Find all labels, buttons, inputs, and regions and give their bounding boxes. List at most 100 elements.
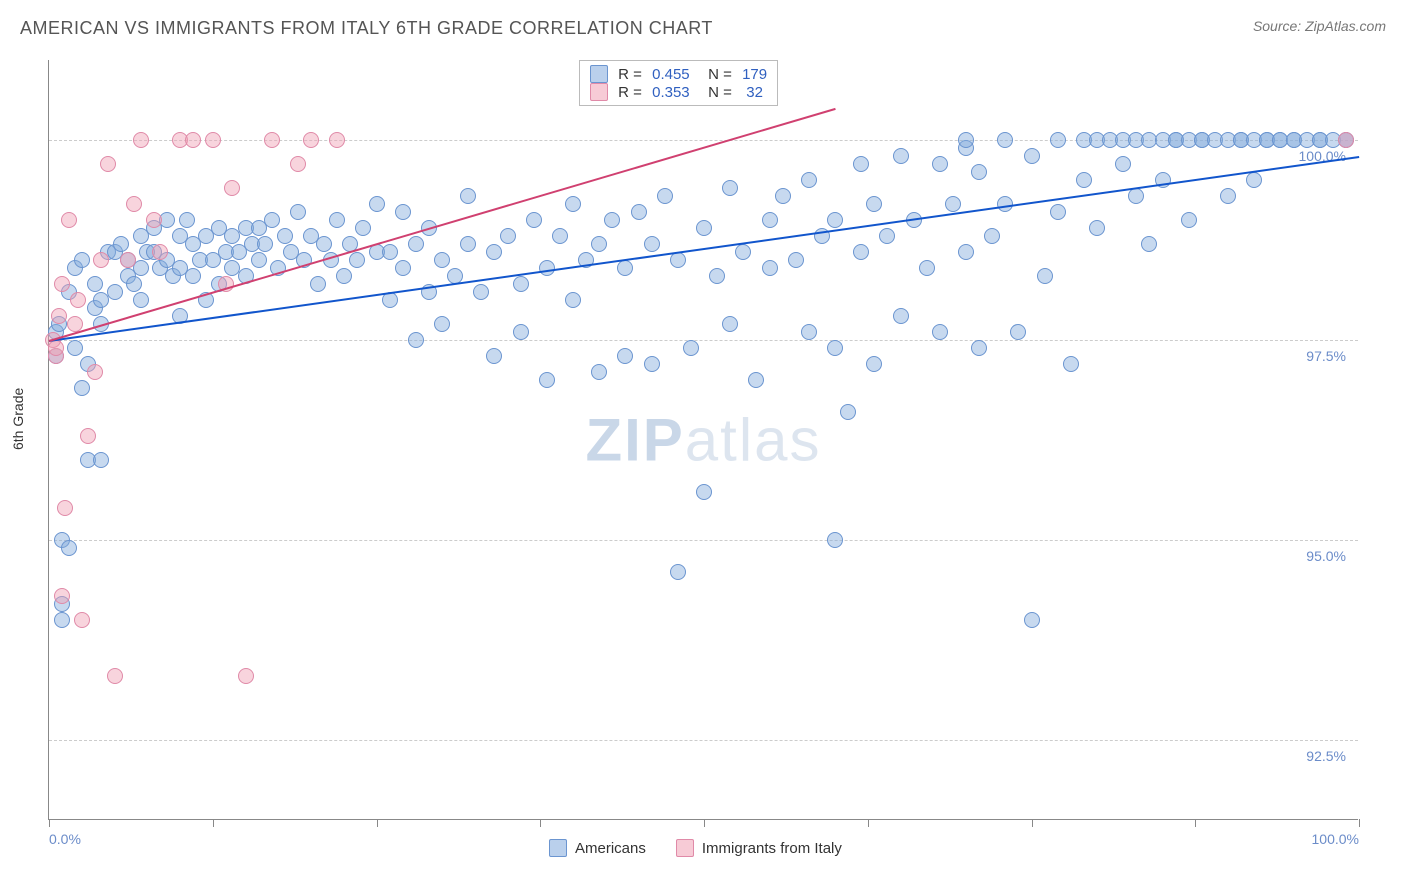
data-point	[827, 340, 843, 356]
data-point	[683, 340, 699, 356]
chart-title: AMERICAN VS IMMIGRANTS FROM ITALY 6TH GR…	[20, 18, 713, 39]
data-point	[866, 196, 882, 212]
data-point	[617, 260, 633, 276]
data-point	[1181, 212, 1197, 228]
data-point	[604, 212, 620, 228]
data-point	[113, 236, 129, 252]
x-tick-label: 100.0%	[1312, 831, 1359, 847]
data-point	[801, 172, 817, 188]
x-tick	[868, 819, 869, 827]
data-point	[355, 220, 371, 236]
data-point	[107, 284, 123, 300]
data-point	[1115, 156, 1131, 172]
data-point	[70, 292, 86, 308]
data-point	[224, 180, 240, 196]
data-point	[185, 132, 201, 148]
data-point	[984, 228, 1000, 244]
source-attribution: Source: ZipAtlas.com	[1253, 18, 1386, 34]
data-point	[133, 132, 149, 148]
data-point	[1024, 148, 1040, 164]
data-point	[879, 228, 895, 244]
x-tick	[377, 819, 378, 827]
data-point	[251, 252, 267, 268]
data-point	[696, 220, 712, 236]
data-point	[434, 252, 450, 268]
data-point	[827, 212, 843, 228]
data-point	[434, 316, 450, 332]
data-point	[93, 452, 109, 468]
gridline	[49, 540, 1358, 541]
data-point	[460, 236, 476, 252]
data-point	[1010, 324, 1026, 340]
data-point	[670, 564, 686, 580]
data-point	[775, 188, 791, 204]
data-point	[316, 236, 332, 252]
data-point	[54, 276, 70, 292]
data-point	[303, 132, 319, 148]
correlation-legend: R = 0.455 N = 179 R = 0.353 N = 32	[579, 60, 778, 106]
legend-label: Americans	[575, 840, 646, 857]
y-axis-label: 6th Grade	[10, 388, 26, 450]
data-point	[369, 196, 385, 212]
data-point	[395, 260, 411, 276]
swatch-pink-icon	[676, 839, 694, 857]
legend-item: Immigrants from Italy	[676, 839, 842, 857]
data-point	[473, 284, 489, 300]
data-point	[1024, 612, 1040, 628]
data-point	[152, 244, 168, 260]
data-point	[486, 348, 502, 364]
data-point	[257, 236, 273, 252]
data-point	[919, 260, 935, 276]
data-point	[238, 668, 254, 684]
data-point	[80, 428, 96, 444]
data-point	[958, 132, 974, 148]
data-point	[93, 252, 109, 268]
data-point	[945, 196, 961, 212]
data-point	[617, 348, 633, 364]
data-point	[539, 372, 555, 388]
data-point	[74, 252, 90, 268]
data-point	[179, 212, 195, 228]
data-point	[48, 340, 64, 356]
data-point	[382, 244, 398, 260]
data-point	[126, 276, 142, 292]
data-point	[644, 236, 660, 252]
data-point	[1246, 172, 1262, 188]
data-point	[932, 324, 948, 340]
data-point	[696, 484, 712, 500]
data-point	[290, 156, 306, 172]
data-point	[329, 132, 345, 148]
watermark: ZIPatlas	[585, 405, 821, 474]
legend-label: Immigrants from Italy	[702, 840, 842, 857]
data-point	[722, 180, 738, 196]
data-point	[565, 196, 581, 212]
data-point	[1089, 220, 1105, 236]
data-point	[866, 356, 882, 372]
data-point	[853, 244, 869, 260]
data-point	[1338, 132, 1354, 148]
legend-item: Americans	[549, 839, 646, 857]
data-point	[74, 380, 90, 396]
series-legend: Americans Immigrants from Italy	[549, 839, 842, 857]
data-point	[185, 268, 201, 284]
data-point	[840, 404, 856, 420]
data-point	[801, 324, 817, 340]
y-tick-label: 92.5%	[1306, 748, 1346, 764]
data-point	[57, 500, 73, 516]
x-tick	[1359, 819, 1360, 827]
swatch-blue-icon	[590, 65, 608, 83]
x-tick	[1195, 819, 1196, 827]
data-point	[997, 132, 1013, 148]
data-point	[971, 164, 987, 180]
legend-row: R = 0.353 N = 32	[590, 83, 767, 101]
data-point	[1063, 356, 1079, 372]
x-tick	[540, 819, 541, 827]
scatter-plot: ZIPatlas 92.5%95.0%97.5%100.0%0.0%100.0%…	[48, 60, 1358, 820]
data-point	[591, 364, 607, 380]
data-point	[709, 268, 725, 284]
data-point	[264, 132, 280, 148]
data-point	[958, 244, 974, 260]
data-point	[120, 252, 136, 268]
data-point	[126, 196, 142, 212]
data-point	[1037, 268, 1053, 284]
